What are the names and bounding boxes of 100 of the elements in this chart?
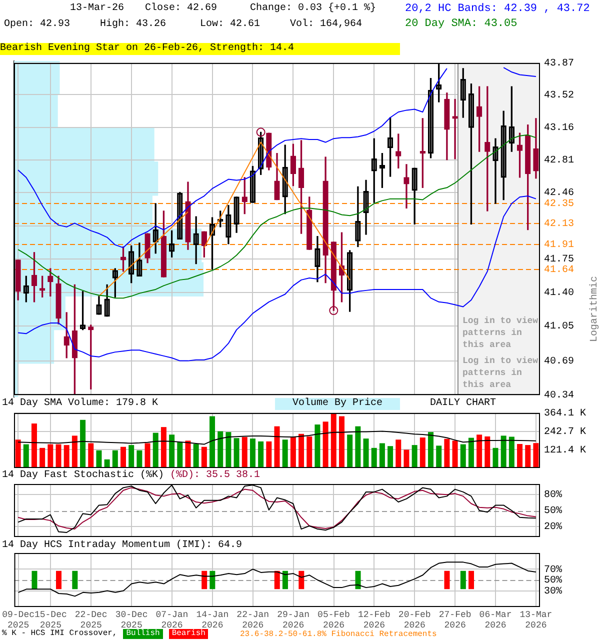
x-tick-label: 22-Dec 2025 [74, 610, 108, 631]
y-tick-label: 41.40 [544, 288, 574, 299]
bar [193, 444, 199, 468]
bar [169, 434, 175, 468]
y-tick-label: 43.87 [544, 58, 574, 70]
text: 13-Mar-26 [70, 3, 124, 15]
y-tick-label: 121.4 K [544, 445, 586, 456]
bar [120, 446, 126, 468]
bar [80, 420, 86, 468]
bar [355, 426, 361, 468]
bar [250, 438, 256, 468]
bar [48, 444, 54, 468]
y-tick-label: 42.46 [544, 188, 574, 199]
y-tick-label: 50% [544, 576, 562, 587]
bar [347, 434, 353, 468]
legend-title: % K - HCS IMI Crossover, [2, 629, 118, 639]
bar [314, 424, 320, 468]
bar [396, 440, 402, 468]
y-axis-title: Logarithmic [588, 276, 600, 342]
y-tick-label: 242.7 K [544, 426, 586, 438]
bar [160, 427, 166, 468]
bar [517, 444, 523, 468]
text: 23.6-38.2-50-61.8% Fibonacci Retracements [240, 630, 437, 640]
bar [508, 436, 514, 468]
bar [15, 440, 21, 468]
bar [525, 445, 531, 468]
bar [290, 437, 296, 468]
bar [306, 436, 312, 468]
bar [484, 436, 490, 468]
bar [404, 450, 410, 468]
ref-line-label: 41.91 [544, 240, 574, 252]
y-tick-label: 364.1 K [544, 408, 586, 420]
bar [388, 446, 394, 468]
y-tick-label: 20% [544, 522, 562, 534]
bar [436, 446, 442, 468]
x-tick-label: 12-Feb 2026 [358, 610, 390, 631]
x-tick-label: 07-Jan 2026 [156, 610, 188, 631]
y-tick-label: 41.05 [544, 322, 574, 333]
chart-title: 14 Day Fast Stochastic (%K) [2, 470, 164, 481]
band-label: Log in to view patterns in this area [462, 316, 539, 350]
bar [72, 436, 78, 468]
y-tick-label: 43.16 [544, 123, 574, 134]
y-tick-label: 80% [544, 490, 562, 502]
candlestick [404, 164, 410, 208]
bar [23, 444, 29, 468]
y-tick-label: 70% [544, 564, 562, 576]
bar [266, 441, 272, 468]
bar [31, 423, 37, 468]
x-tick-label: 15-Dec 2025 [34, 610, 67, 631]
bar [64, 445, 70, 468]
y-tick-label: 30% [544, 586, 562, 598]
x-tick-label: 22-Jan 2026 [236, 610, 270, 631]
bar [152, 432, 158, 468]
bar [330, 413, 336, 468]
y-tick-label: 41.75 [544, 254, 574, 266]
bar [258, 441, 264, 468]
x-tick-label: 06-Mar 2026 [479, 610, 512, 631]
text: Change: 0.03 {+0.1 %} [250, 3, 376, 15]
text: High: 43.26 [100, 19, 166, 31]
bar [144, 443, 150, 468]
y-tick-label: 50% [544, 506, 562, 518]
y-tick-label: 40.69 [544, 356, 574, 368]
bar [274, 426, 280, 468]
bar [96, 450, 102, 468]
text: Bearish [168, 629, 208, 639]
bar [428, 432, 434, 468]
bar [412, 445, 418, 468]
bar [379, 443, 385, 468]
bar [298, 434, 304, 468]
bar [533, 443, 539, 468]
chart-subtitle: (%D): 35.5 38.1 [169, 470, 260, 481]
bar [177, 442, 183, 468]
bar [476, 434, 482, 468]
bar [226, 432, 232, 468]
ref-line-label: 42.13 [544, 219, 574, 230]
bar [88, 443, 94, 468]
text: Vol: 164,964 [290, 19, 362, 31]
text: Open: 42.93 [4, 19, 70, 31]
text: 20 Day SMA: 43.05 [405, 18, 518, 30]
text: 20,2 HC Bands: 42.39 , 43.72 [405, 3, 590, 15]
chart-title: 14 Day HCS Intraday Momentum (IMI): 64.9 [2, 540, 242, 551]
x-tick-label: 27-Feb 2026 [438, 610, 472, 631]
bar [242, 437, 248, 468]
bar [40, 448, 46, 468]
bar [201, 446, 207, 468]
text: Low: 42.61 [200, 19, 260, 31]
bar [444, 438, 450, 468]
x-tick-label: 05-Feb 2026 [318, 610, 350, 631]
bar [420, 437, 426, 468]
bar [210, 416, 216, 468]
bar [128, 445, 134, 468]
bar [452, 440, 458, 468]
bar [500, 436, 506, 468]
chart-title: Bearish Evening Star on 26-Feb-26, Strength: 14.4 [0, 43, 294, 54]
bar [136, 450, 142, 468]
ref-line-label: 41.64 [544, 265, 574, 276]
text: Bullish [123, 629, 163, 639]
bar [322, 422, 328, 468]
x-tick-label: 29-Jan 2026 [277, 610, 310, 631]
chart-title: 14 Day SMA Volume: 179.8 K [2, 398, 158, 409]
